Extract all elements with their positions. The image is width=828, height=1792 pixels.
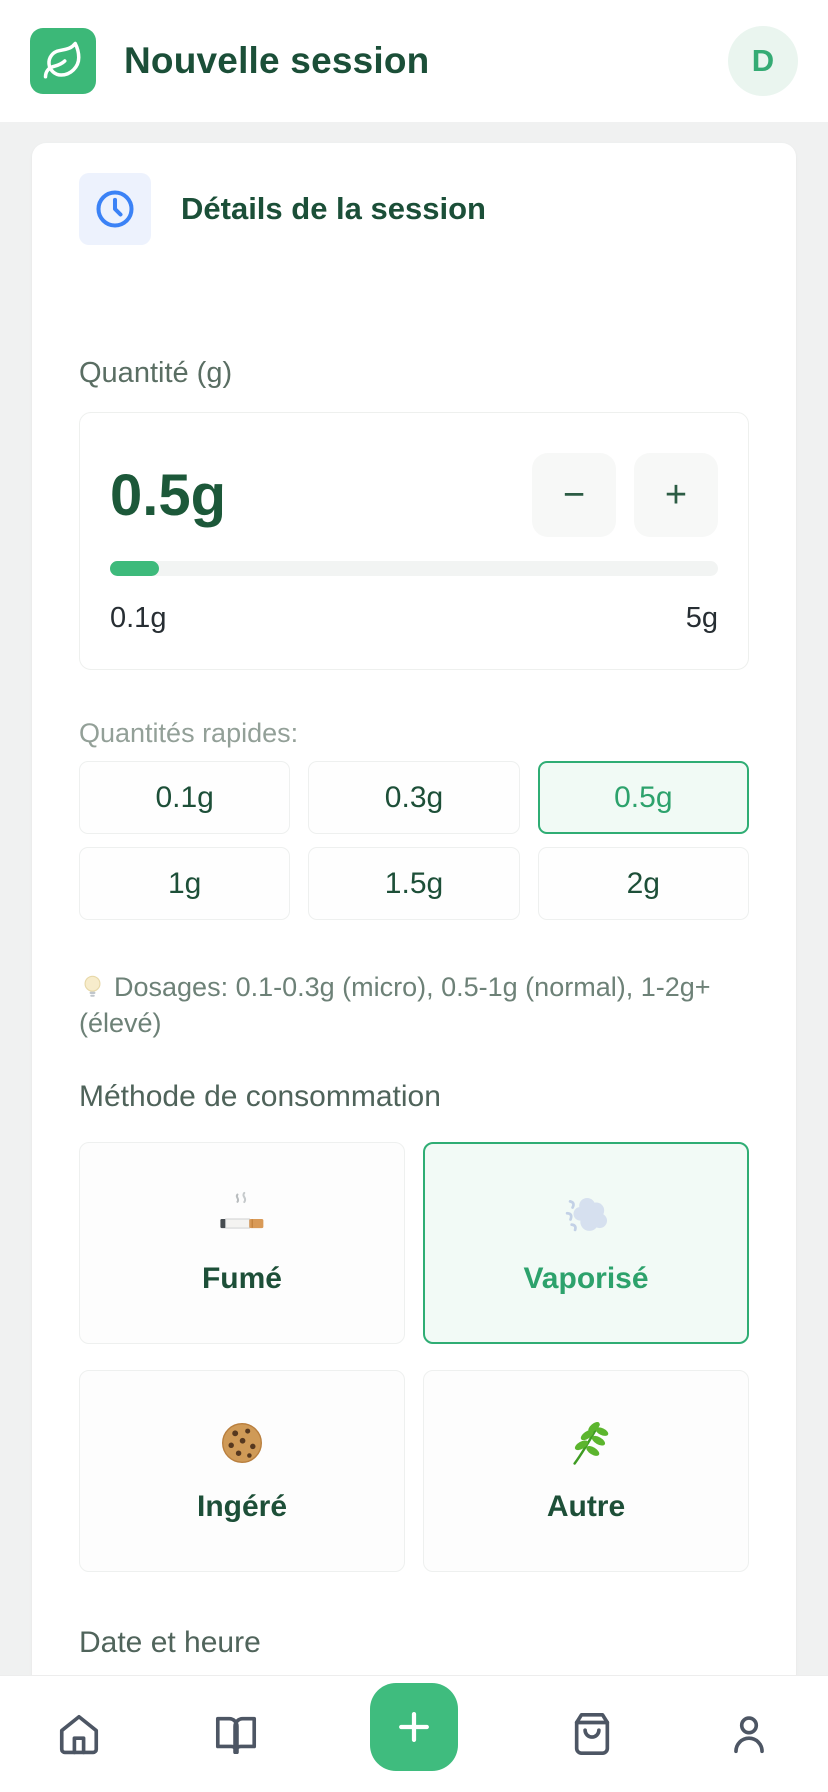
- datetime-label: Date et heure: [79, 1625, 261, 1659]
- nav-shop[interactable]: [569, 1711, 615, 1757]
- quick-amounts-grid: 0.1g 0.3g 0.5g 1g 1.5g 2g: [79, 761, 749, 920]
- dosage-hint-text: Dosages: 0.1-0.3g (micro), 0.5-1g (norma…: [79, 972, 711, 1038]
- method-option-vaporise[interactable]: Vaporisé: [423, 1141, 749, 1344]
- leaf-icon: [42, 40, 84, 82]
- quick-amount-0.1g[interactable]: 0.1g: [79, 761, 291, 834]
- section-header: Détails de la session: [79, 173, 749, 245]
- quick-amount-2g[interactable]: 2g: [537, 847, 749, 920]
- quantity-slider[interactable]: [110, 561, 718, 576]
- clock-icon: [93, 187, 137, 231]
- method-option-label: Fumé: [201, 1261, 282, 1295]
- quick-amount-0.5g[interactable]: 0.5g: [537, 761, 749, 834]
- quick-amounts-label: Quantités rapides:: [79, 718, 299, 748]
- quick-amount-0.3g[interactable]: 0.3g: [308, 761, 520, 834]
- method-option-ingere[interactable]: Ingéré: [79, 1369, 405, 1572]
- profile-icon: [726, 1711, 772, 1757]
- home-icon: [56, 1711, 102, 1757]
- section-title: Détails de la session: [181, 191, 486, 226]
- slider-min-label: 0.1g: [110, 602, 167, 634]
- cookie-emoji: [217, 1418, 267, 1468]
- bag-icon: [569, 1711, 615, 1757]
- method-label: Méthode de consommation: [79, 1079, 441, 1113]
- decrease-button[interactable]: −: [532, 453, 616, 537]
- section-icon-box: [79, 173, 151, 245]
- avatar[interactable]: D: [728, 26, 798, 96]
- slider-max-label: 5g: [685, 602, 718, 634]
- lightbulb-emoji: [79, 973, 106, 1000]
- dosage-hint: Dosages: 0.1-0.3g (micro), 0.5-1g (norma…: [79, 970, 749, 1042]
- plus-icon: [392, 1705, 436, 1749]
- quantity-box: 0.5g − + 0.1g 5g: [79, 412, 749, 670]
- quantity-label: Quantité (g): [79, 357, 233, 389]
- dash-cloud-emoji: [561, 1190, 611, 1240]
- method-option-fume[interactable]: Fumé: [79, 1141, 405, 1344]
- nav-journal[interactable]: [213, 1711, 259, 1757]
- method-grid: Fumé: [79, 1141, 749, 1572]
- method-option-autre[interactable]: Autre: [423, 1369, 749, 1572]
- method-option-label: Vaporisé: [523, 1261, 649, 1295]
- app-header: Nouvelle session D: [0, 0, 828, 122]
- journal-icon: [213, 1711, 259, 1757]
- page-title: Nouvelle session: [124, 40, 430, 81]
- herb-emoji: [561, 1418, 611, 1468]
- quantity-slider-fill: [110, 561, 159, 576]
- nav-profile[interactable]: [726, 1711, 772, 1757]
- nav-home[interactable]: [56, 1711, 102, 1757]
- method-option-label: Autre: [546, 1489, 626, 1523]
- quantity-value: 0.5g: [110, 462, 227, 528]
- cigarette-emoji: [217, 1190, 267, 1240]
- quick-amount-1g[interactable]: 1g: [79, 847, 291, 920]
- quick-amount-1.5g[interactable]: 1.5g: [308, 847, 520, 920]
- app-logo: [30, 28, 96, 94]
- session-form-card: Détails de la session Quantité (g) 0.5g …: [32, 143, 796, 1792]
- bottom-nav: [0, 1675, 828, 1792]
- increase-button[interactable]: +: [634, 453, 718, 537]
- method-option-label: Ingéré: [196, 1489, 288, 1523]
- nav-add-session-button[interactable]: [369, 1683, 458, 1771]
